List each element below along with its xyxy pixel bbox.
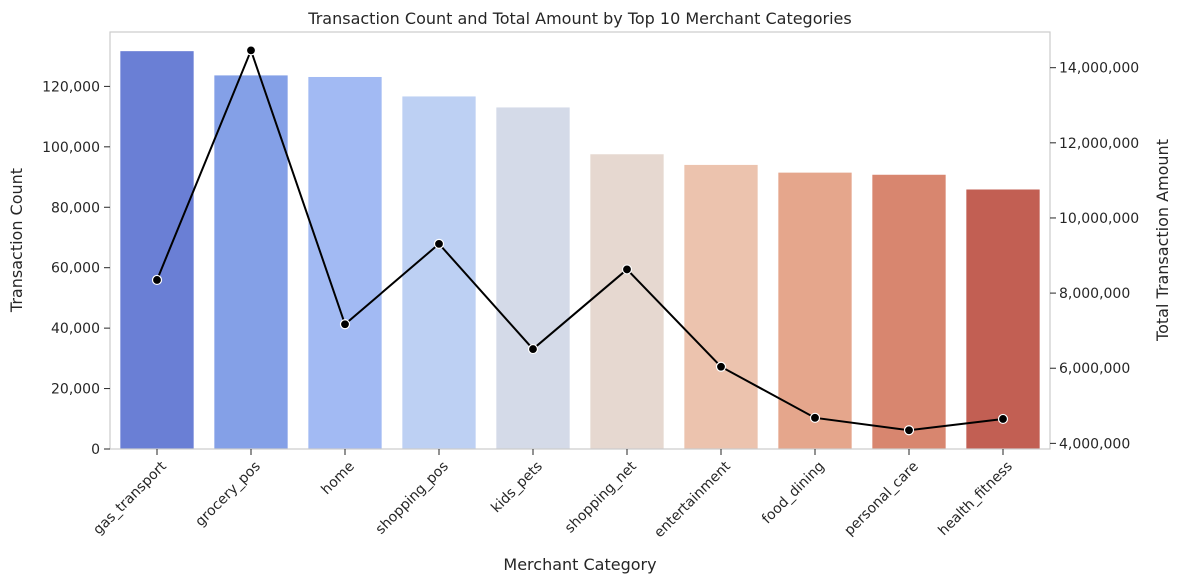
x-axis-label: Merchant Category	[503, 555, 656, 574]
y-tick-label: 120,000	[42, 79, 100, 95]
y-tick-label: 0	[91, 442, 100, 458]
x-tick-label-personal_care: personal_care	[841, 459, 921, 539]
amount-point-shopping_net	[621, 264, 633, 275]
y2-tick-label: 8,000,000	[1059, 286, 1130, 302]
x-tick-label-grocery_pos: grocery_pos	[192, 459, 263, 530]
y-tick-label: 20,000	[51, 382, 100, 398]
bar-food_dining	[778, 172, 852, 449]
y-axis-label: Transaction Count	[7, 168, 26, 313]
x-tick-label-food_dining: food_dining	[759, 459, 828, 528]
amount-point-gas_transport	[151, 274, 163, 286]
bar-gas_transport	[120, 51, 194, 449]
y2-tick-label: 4,000,000	[1059, 436, 1130, 452]
y-tick-label: 80,000	[51, 200, 100, 216]
y2-tick-label: 12,000,000	[1059, 136, 1139, 152]
plot-area	[120, 45, 1040, 450]
amount-point-food_dining	[809, 412, 821, 423]
y-tick-label: 100,000	[42, 140, 100, 156]
x-tick-label-shopping_net: shopping_net	[562, 458, 640, 536]
amount-point-health_fitness	[997, 413, 1009, 425]
y-axis-left: 0 20,000 40,000 60,000 80,000 100,000 120,000	[42, 79, 110, 458]
amount-point-home	[339, 319, 351, 330]
y-tick-label: 60,000	[51, 261, 100, 277]
x-tick-label-shopping_pos: shopping_pos	[373, 459, 452, 538]
chart-title: Transaction Count and Total Amount by To…	[307, 9, 851, 28]
bar-health_fitness	[966, 189, 1040, 449]
x-tick-label-entertainment: entertainment	[651, 458, 734, 541]
y2-tick-label: 10,000,000	[1059, 211, 1139, 227]
bar-shopping_net	[590, 154, 664, 450]
amount-point-kids_pets	[527, 343, 539, 355]
y2-tick-label: 14,000,000	[1059, 61, 1139, 77]
x-tick-label-home: home	[318, 459, 357, 498]
amount-point-entertainment	[715, 361, 727, 372]
x-tick-label-health_fitness: health_fitness	[935, 459, 1015, 539]
bar-kids_pets	[496, 107, 570, 449]
y-axis-right: 4,000,000 6,000,000 8,000,000 10,000,000 12,…	[1050, 61, 1139, 452]
bar-home	[308, 76, 382, 450]
y-tick-label: 40,000	[51, 321, 100, 337]
x-tick-label-gas_transport: gas_transport	[90, 458, 170, 538]
plot-frame	[109, 31, 1051, 450]
amount-point-grocery_pos	[245, 45, 257, 56]
amount-point-personal_care	[903, 425, 915, 436]
amount-point-shopping_pos	[433, 238, 445, 249]
bar-personal_care	[872, 174, 946, 450]
bar-entertainment	[684, 164, 758, 449]
y2-tick-label: 6,000,000	[1059, 361, 1130, 377]
y2-axis-label: Total Transaction Amount	[1153, 139, 1172, 342]
x-tick-label-kids_pets: kids_pets	[488, 459, 546, 517]
amount-line	[156, 47, 1004, 432]
bar-grocery_pos	[214, 75, 288, 449]
x-axis: gas_transport grocery_pos home shopping_pos…	[90, 449, 1016, 541]
